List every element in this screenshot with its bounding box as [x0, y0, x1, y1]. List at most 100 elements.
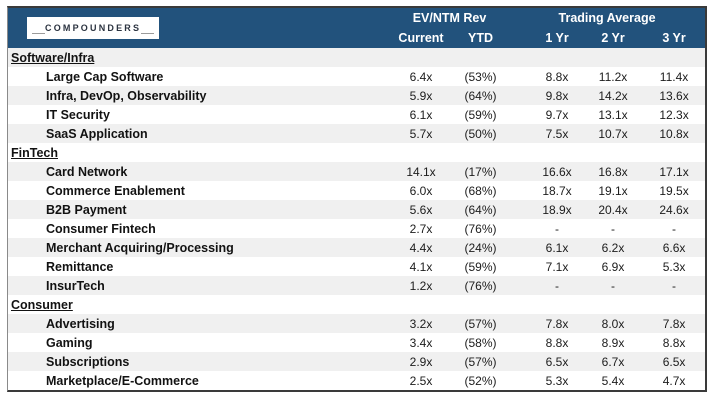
- cell-3yr: -: [672, 221, 677, 236]
- table-row: InsurTech 1.2x (76%) - - -: [8, 276, 706, 295]
- cell-3yr: 11.4x: [659, 69, 689, 84]
- spacer-cell: [509, 219, 531, 238]
- comparables-table-frame: COMPOUNDERS EV/NTM Rev Trading Average C…: [7, 6, 707, 392]
- cell-3yr: 7.8x: [643, 314, 706, 333]
- cell-3yr: 17.1x: [643, 162, 706, 181]
- cell-1yr: 7.5x: [531, 124, 584, 143]
- cell-1yr: -: [555, 221, 560, 236]
- cell-current: 4.4x: [390, 238, 452, 257]
- cell-ytd: (53%): [464, 69, 497, 84]
- cell-2yr: 14.2x: [583, 86, 644, 105]
- row-label: IT Security: [46, 107, 110, 122]
- cell-2yr: 10.7x: [583, 124, 644, 143]
- cell-3yr: 19.5x: [659, 183, 689, 198]
- spacer-cell: [509, 124, 532, 143]
- row-label: Merchant Acquiring/Processing: [8, 238, 390, 257]
- row-label: Subscriptions: [8, 352, 390, 371]
- section-label: Software/Infra: [11, 50, 95, 65]
- cell-1yr: 6.1x: [531, 238, 584, 257]
- column-header-3yr: 3 Yr: [643, 28, 706, 48]
- cell-current: 5.6x: [390, 200, 452, 219]
- cell-3yr: 6.6x: [643, 238, 706, 257]
- cell-current: 14.1x: [390, 162, 452, 181]
- cell-current: 2.5x: [409, 373, 433, 388]
- logo-underline-left-icon: [32, 33, 45, 34]
- cell-ytd: (57%): [452, 352, 510, 371]
- cell-current: 5.9x: [390, 86, 452, 105]
- cell-1yr: 9.8x: [531, 86, 584, 105]
- cell-current: 6.4x: [409, 69, 433, 84]
- cell-2yr: 6.7x: [583, 352, 644, 371]
- cell-current: 6.1x: [409, 107, 433, 122]
- table-row: Infra, DevOp, Observability 5.9x (64%) 9…: [8, 86, 706, 105]
- cell-2yr: -: [583, 276, 644, 295]
- cell-3yr: 24.6x: [643, 200, 706, 219]
- column-header-row: Current YTD 1 Yr 2 Yr 3 Yr: [8, 28, 706, 48]
- cell-ytd: (50%): [452, 124, 510, 143]
- spacer-cell: [509, 314, 532, 333]
- cell-current: 4.1x: [409, 259, 433, 274]
- cell-3yr: 12.3x: [659, 107, 689, 122]
- cell-1yr: -: [531, 276, 584, 295]
- table-row: SaaS Application 5.7x (50%) 7.5x 10.7x 1…: [8, 124, 706, 143]
- column-header-1yr: 1 Yr: [531, 28, 584, 48]
- cell-2yr: 6.2x: [583, 238, 644, 257]
- cell-ytd: (17%): [452, 162, 510, 181]
- cell-2yr: 5.4x: [601, 373, 625, 388]
- spacer-cell: [509, 67, 531, 86]
- section-label: FinTech: [11, 145, 58, 160]
- table-row: Gaming 3.4x (58%) 8.8x 8.9x 8.8x: [8, 333, 705, 352]
- spacer-cell: [509, 371, 531, 390]
- table-row: Merchant Acquiring/Processing 4.4x (24%)…: [8, 238, 706, 257]
- row-label: Consumer Fintech: [46, 221, 156, 236]
- cell-ytd: (76%): [452, 276, 510, 295]
- cell-current: 2.9x: [390, 352, 452, 371]
- cell-3yr: -: [643, 276, 706, 295]
- cell-2yr: 8.0x: [583, 314, 644, 333]
- cell-3yr: 4.7x: [662, 373, 686, 388]
- cell-2yr: 19.1x: [598, 183, 628, 198]
- cell-1yr: 5.3x: [545, 373, 569, 388]
- cell-3yr: 10.8x: [643, 124, 706, 143]
- spacer-cell: [509, 181, 531, 200]
- column-group-trading-average: Trading Average: [509, 8, 706, 28]
- cell-2yr: 6.9x: [601, 259, 625, 274]
- header-band: COMPOUNDERS EV/NTM Rev Trading Average C…: [8, 8, 706, 48]
- section-row: Software/Infra: [8, 48, 706, 67]
- cell-2yr: 11.2x: [598, 69, 628, 84]
- table-row: B2B Payment 5.6x (64%) 18.9x 20.4x 24.6x: [8, 200, 706, 219]
- spacer-cell: [509, 276, 532, 295]
- spacer-cell: [509, 28, 532, 48]
- cell-current: 1.2x: [390, 276, 452, 295]
- table-row: IT Security 6.1x (59%) 9.7x 13.1x 12.3x: [8, 105, 705, 124]
- section-label: Consumer: [11, 297, 73, 312]
- cell-ytd: (24%): [452, 238, 510, 257]
- cell-2yr: 13.1x: [598, 107, 628, 122]
- cell-1yr: 16.6x: [531, 162, 584, 181]
- spacer-cell: [509, 333, 531, 352]
- cell-ytd: (58%): [464, 335, 497, 350]
- column-group-ev-ntm-rev: EV/NTM Rev: [390, 8, 510, 28]
- cell-1yr: 6.5x: [531, 352, 584, 371]
- row-label: SaaS Application: [8, 124, 390, 143]
- cell-ytd: (52%): [464, 373, 497, 388]
- cell-1yr: 8.8x: [545, 69, 569, 84]
- cell-3yr: 5.3x: [662, 259, 686, 274]
- column-header-2yr: 2 Yr: [583, 28, 644, 48]
- cell-2yr: 8.9x: [601, 335, 625, 350]
- table-row: Subscriptions 2.9x (57%) 6.5x 6.7x 6.5x: [8, 352, 706, 371]
- logo-text: COMPOUNDERS: [45, 23, 142, 33]
- row-label: Advertising: [8, 314, 390, 333]
- compounders-logo: COMPOUNDERS: [27, 17, 160, 39]
- section-row: Consumer: [8, 295, 705, 314]
- row-label: InsurTech: [8, 276, 390, 295]
- column-header-current: Current: [390, 28, 452, 48]
- logo-cell: COMPOUNDERS: [8, 8, 390, 48]
- cell-1yr: 18.7x: [542, 183, 572, 198]
- cell-1yr: 7.8x: [531, 314, 584, 333]
- cell-2yr: -: [611, 221, 616, 236]
- table-row: Advertising 3.2x (57%) 7.8x 8.0x 7.8x: [8, 314, 706, 333]
- group-header-row: COMPOUNDERS EV/NTM Rev Trading Average: [8, 8, 706, 48]
- cell-1yr: 7.1x: [545, 259, 569, 274]
- cell-1yr: 8.8x: [545, 335, 569, 350]
